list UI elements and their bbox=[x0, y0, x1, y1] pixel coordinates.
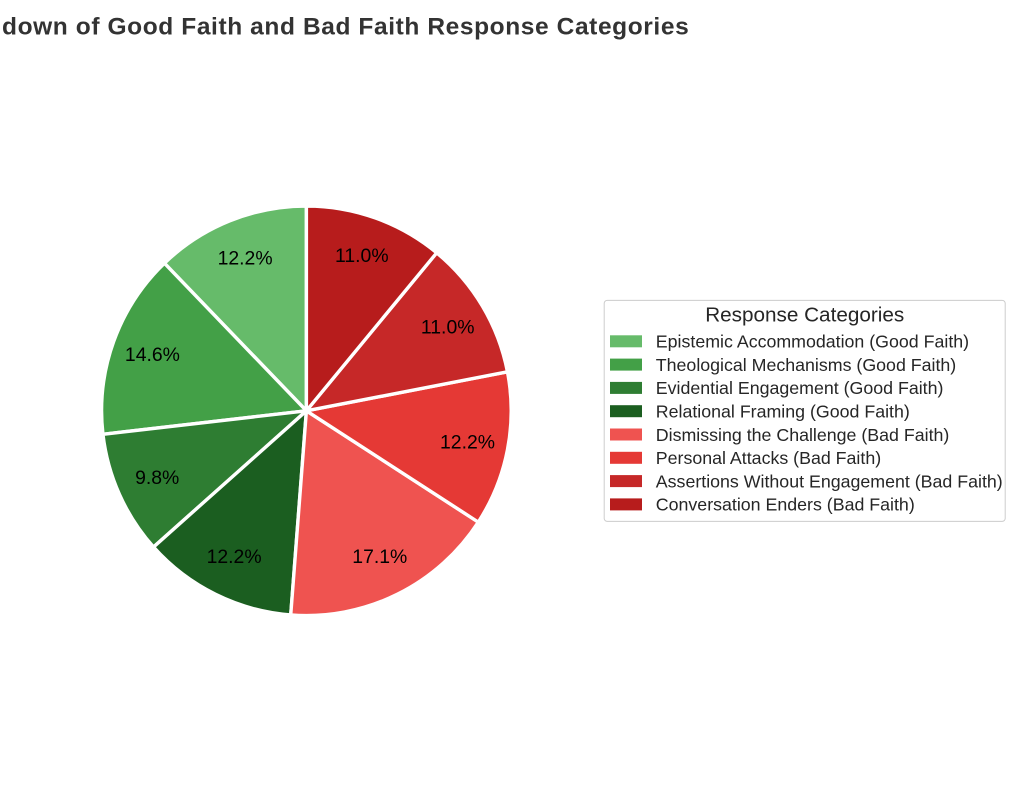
svg-text:down of Good Faith and Bad Fai: down of Good Faith and Bad Faith Respons… bbox=[2, 14, 689, 41]
svg-text:11.0%: 11.0% bbox=[421, 316, 475, 338]
svg-text:Relational Framing (Good Faith: Relational Framing (Good Faith) bbox=[656, 402, 910, 422]
svg-text:12.2%: 12.2% bbox=[207, 546, 262, 568]
svg-text:12.2%: 12.2% bbox=[218, 247, 273, 269]
svg-text:Personal Attacks (Bad Faith): Personal Attacks (Bad Faith) bbox=[656, 448, 881, 468]
svg-text:17.1%: 17.1% bbox=[352, 546, 407, 568]
svg-text:Dismissing the Challenge (Bad: Dismissing the Challenge (Bad Faith) bbox=[656, 425, 950, 445]
svg-text:11.0%: 11.0% bbox=[335, 245, 389, 267]
svg-text:Conversation Enders (Bad Faith: Conversation Enders (Bad Faith) bbox=[656, 495, 915, 515]
svg-text:Theological Mechanisms (Good F: Theological Mechanisms (Good Faith) bbox=[656, 355, 956, 375]
svg-text:Assertions Without Engagement: Assertions Without Engagement (Bad Faith… bbox=[656, 471, 1003, 491]
svg-text:12.2%: 12.2% bbox=[440, 431, 495, 453]
svg-text:9.8%: 9.8% bbox=[135, 467, 179, 489]
svg-text:14.6%: 14.6% bbox=[125, 344, 180, 366]
svg-text:Evidential Engagement (Good Fa: Evidential Engagement (Good Faith) bbox=[656, 378, 944, 398]
svg-text:Response Categories: Response Categories bbox=[705, 304, 904, 327]
svg-text:Epistemic Accommodation (Good: Epistemic Accommodation (Good Faith) bbox=[656, 332, 969, 352]
